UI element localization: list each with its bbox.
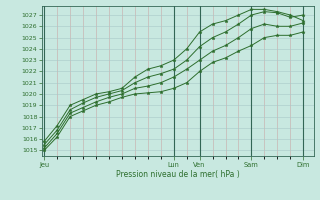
X-axis label: Pression niveau de la mer( hPa ): Pression niveau de la mer( hPa ) (116, 170, 239, 179)
